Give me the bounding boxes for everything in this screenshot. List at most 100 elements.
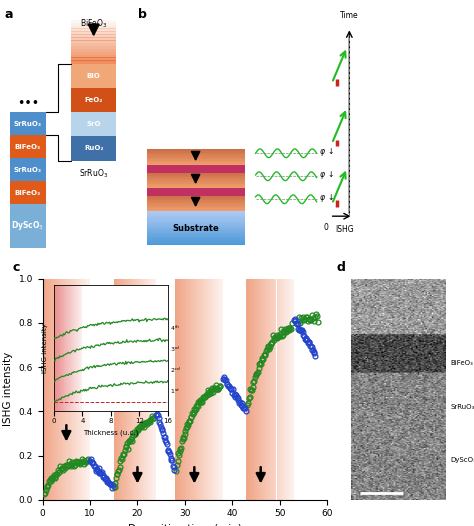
Bar xyxy=(263,279,264,500)
Bar xyxy=(123,279,124,500)
Bar xyxy=(208,279,209,500)
Bar xyxy=(277,279,278,500)
Bar xyxy=(270,279,271,500)
Bar xyxy=(146,208,245,210)
Bar xyxy=(205,279,206,500)
Bar xyxy=(83,279,84,500)
Text: d: d xyxy=(337,261,346,275)
Text: RuO₂: RuO₂ xyxy=(84,145,103,151)
Bar xyxy=(146,231,245,234)
Bar xyxy=(262,279,263,500)
Bar xyxy=(44,279,45,500)
Bar xyxy=(146,184,245,185)
Bar xyxy=(71,55,116,58)
Bar xyxy=(276,279,277,500)
Bar xyxy=(146,218,245,220)
X-axis label: Deposition time (min): Deposition time (min) xyxy=(128,524,242,526)
Bar xyxy=(184,279,185,500)
Bar xyxy=(146,188,245,196)
Bar xyxy=(120,279,121,500)
Bar xyxy=(192,279,193,500)
Bar xyxy=(217,279,218,500)
Bar xyxy=(146,165,245,173)
Bar xyxy=(75,279,76,500)
Bar xyxy=(202,279,203,500)
Bar xyxy=(260,279,261,500)
Bar xyxy=(47,279,48,500)
Text: b: b xyxy=(138,8,147,21)
Text: BiFeO$_3$: BiFeO$_3$ xyxy=(80,18,108,31)
Bar xyxy=(146,238,245,240)
Bar xyxy=(176,279,177,500)
Bar xyxy=(286,279,287,500)
Bar xyxy=(195,279,196,500)
Bar xyxy=(45,279,46,500)
Bar xyxy=(179,279,180,500)
Bar xyxy=(146,206,245,208)
Bar xyxy=(261,279,262,500)
Bar xyxy=(146,160,245,162)
Bar xyxy=(188,279,189,500)
Bar xyxy=(73,279,74,500)
Bar xyxy=(249,279,250,500)
Bar xyxy=(145,279,146,500)
Bar xyxy=(146,230,245,231)
Bar xyxy=(116,279,117,500)
Bar xyxy=(216,279,217,500)
Bar xyxy=(146,201,245,204)
Bar xyxy=(146,154,245,156)
Bar xyxy=(10,112,46,135)
Bar xyxy=(291,279,292,500)
Bar xyxy=(43,279,44,500)
Bar xyxy=(193,279,194,500)
Bar xyxy=(71,37,116,41)
Bar xyxy=(10,158,46,181)
Bar xyxy=(66,279,67,500)
Bar xyxy=(264,279,265,500)
Bar xyxy=(279,279,280,500)
Bar xyxy=(146,225,245,227)
Bar xyxy=(138,279,139,500)
Bar xyxy=(248,279,249,500)
Bar xyxy=(146,159,245,160)
Bar xyxy=(258,279,259,500)
Bar xyxy=(146,221,245,223)
Bar xyxy=(177,279,178,500)
Bar xyxy=(71,52,116,55)
Bar xyxy=(187,279,188,500)
Bar xyxy=(128,279,129,500)
Bar xyxy=(151,279,152,500)
Text: Time: Time xyxy=(340,11,359,20)
Text: BiFeO₃: BiFeO₃ xyxy=(15,144,41,149)
Bar xyxy=(144,279,145,500)
Bar xyxy=(265,279,266,500)
Bar xyxy=(71,279,72,500)
Bar xyxy=(148,279,149,500)
Bar xyxy=(70,279,71,500)
Bar xyxy=(74,279,75,500)
Text: c: c xyxy=(12,261,20,275)
Bar xyxy=(71,57,116,61)
Bar xyxy=(56,279,57,500)
Bar xyxy=(50,279,51,500)
Bar xyxy=(150,279,151,500)
Text: SrRuO₃: SrRuO₃ xyxy=(14,167,42,173)
Bar xyxy=(146,220,245,221)
Bar xyxy=(281,279,282,500)
Bar xyxy=(146,149,245,151)
Bar xyxy=(84,279,85,500)
Bar xyxy=(133,279,134,500)
Bar xyxy=(278,279,279,500)
Bar xyxy=(266,279,267,500)
Bar xyxy=(175,279,176,500)
Bar xyxy=(62,279,63,500)
Bar xyxy=(146,176,245,177)
Text: FeO₂: FeO₂ xyxy=(84,97,103,103)
Bar xyxy=(152,279,153,500)
Bar xyxy=(250,279,251,500)
Bar xyxy=(180,279,181,500)
Bar xyxy=(197,279,198,500)
Bar xyxy=(129,279,130,500)
Bar xyxy=(252,279,253,500)
Text: $\varphi$ $\downarrow$: $\varphi$ $\downarrow$ xyxy=(319,146,335,158)
